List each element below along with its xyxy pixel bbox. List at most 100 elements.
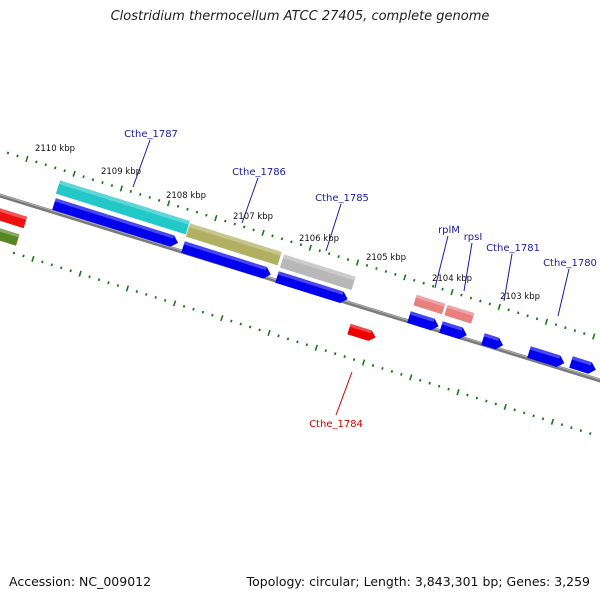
- outer-track-tick: [139, 192, 142, 196]
- feature-cthe-1784-gloss: [349, 323, 372, 334]
- inner-track-tick: [428, 381, 431, 385]
- inner-track-tick: [333, 352, 337, 356]
- gene-leader-line: [434, 235, 449, 289]
- gene-label-cthe-1784[interactable]: Cthe_1784: [309, 371, 363, 430]
- gene-leader-line: [463, 242, 473, 292]
- inner-track-tick: [135, 290, 139, 293]
- inner-track-tick: [324, 349, 327, 353]
- label-layer: Cthe_1787Cthe_1786Cthe_1785rplMrpsICthe_…: [124, 129, 597, 430]
- gene-label-cthe-1787[interactable]: Cthe_1787: [124, 129, 178, 188]
- outer-track-tick: [488, 302, 492, 306]
- outer-track-tick: [110, 184, 114, 188]
- cds-rpsi[interactable]: [439, 321, 468, 341]
- outer-track-tick: [479, 299, 482, 303]
- outer-track-tick: [233, 222, 236, 226]
- inner-track-tick: [579, 429, 583, 433]
- cds-rplm[interactable]: [407, 311, 440, 332]
- ruler-label: 2106 kbp: [299, 234, 339, 244]
- inner-track-tick: [371, 364, 375, 367]
- gene-label-rplm[interactable]: rplM: [434, 225, 460, 289]
- outer-track-tick: [101, 181, 104, 185]
- inner-track-tick: [296, 340, 299, 344]
- cds-cthe-1786-shape: [181, 241, 271, 279]
- inner-track-tick: [12, 251, 16, 255]
- cds-cthe-1785[interactable]: [275, 271, 349, 305]
- inner-track-tick: [352, 358, 356, 362]
- cds-cthe-1786[interactable]: [181, 241, 272, 280]
- inner-track-tick: [60, 266, 63, 270]
- inner-track-tick: [163, 298, 167, 302]
- outer-track-tick: [271, 234, 274, 238]
- outer-track-tick: [242, 225, 246, 229]
- gene-label-cthe-1780[interactable]: Cthe_1780: [543, 258, 597, 317]
- cds-cthe-1787-shape: [52, 198, 179, 247]
- inner-track-tick: [381, 366, 384, 370]
- inner-track-tick: [230, 319, 233, 323]
- cds-cthe-1787[interactable]: [52, 198, 180, 248]
- cds-right-edge-shape: [569, 356, 596, 374]
- gene-label-text: Cthe_1786: [232, 167, 286, 178]
- outer-track-tick: [450, 289, 454, 296]
- cds-cthe-1786-gloss: [183, 241, 267, 271]
- ruler-label: 2104 kbp: [432, 274, 472, 284]
- outer-track-tick: [25, 155, 29, 163]
- cog-block-cthe-1787-shape: [55, 180, 190, 235]
- cog-block-red-left[interactable]: [0, 206, 28, 229]
- gene-leader-line: [503, 253, 513, 302]
- outer-track-tick: [592, 333, 596, 340]
- inner-track-tick: [211, 313, 214, 317]
- ruler-label: 2105 kbp: [366, 253, 406, 263]
- cds-cthe-1781[interactable]: [481, 333, 505, 351]
- cds-right-edge-gloss: [571, 356, 592, 366]
- outer-track-tick: [280, 237, 284, 241]
- feature-cthe-1784[interactable]: [347, 323, 377, 343]
- outer-track-tick: [422, 281, 425, 285]
- feature-layer: [0, 180, 600, 383]
- inner-track-tick: [343, 355, 346, 359]
- outer-track-tick: [384, 269, 388, 273]
- outer-track-tick: [469, 296, 473, 300]
- cog-block-cthe-1787[interactable]: [55, 180, 190, 235]
- cog-block-cthe-1786[interactable]: [185, 223, 282, 266]
- outer-track-tick: [16, 154, 19, 158]
- inner-track-tick: [589, 432, 592, 436]
- outer-track-tick: [119, 185, 124, 192]
- inner-track-tick: [182, 304, 186, 308]
- cds-cthe-1780[interactable]: [527, 346, 566, 369]
- inner-track-tick: [78, 270, 82, 277]
- cog-block-cthe-1785[interactable]: [279, 254, 356, 291]
- gene-label-cthe-1781[interactable]: Cthe_1781: [486, 243, 540, 302]
- inner-track-tick: [390, 369, 394, 373]
- outer-track-tick: [394, 272, 397, 276]
- outer-track-tick: [148, 195, 151, 199]
- gene-label-text: Cthe_1781: [486, 243, 540, 254]
- gene-label-cthe-1786[interactable]: Cthe_1786: [232, 167, 286, 224]
- ruler-label: 2108 kbp: [166, 191, 206, 201]
- inner-track-tick: [513, 408, 516, 412]
- outer-track-tick: [176, 204, 180, 208]
- feature-rpsi-pink-shape: [444, 304, 475, 324]
- inner-track-tick: [258, 328, 261, 332]
- cog-block-red-left-shape: [0, 206, 28, 229]
- cog-block-green-left[interactable]: [0, 226, 20, 246]
- outer-track-tick: [431, 284, 435, 288]
- outer-track-tick: [214, 215, 218, 222]
- cds-rpsi-gloss: [441, 321, 463, 331]
- gene-label-cthe-1785[interactable]: Cthe_1785: [315, 193, 369, 252]
- cog-block-green-left-shape: [0, 226, 20, 246]
- gene-label-rpsi[interactable]: rpsI: [463, 232, 483, 292]
- outer-track-tick: [195, 210, 199, 214]
- cog-block-green-left-gloss: [0, 226, 20, 238]
- accession-text: Accession: NC_009012: [9, 574, 152, 589]
- inner-track-tick: [560, 423, 564, 427]
- cog-block-red-left-gloss: [0, 206, 28, 220]
- inner-track-tick: [400, 372, 403, 376]
- outer-track-tick: [82, 175, 85, 179]
- cog-block-cthe-1785-shape: [279, 254, 356, 291]
- feature-rplm-pink[interactable]: [413, 294, 446, 315]
- feature-rpsi-pink[interactable]: [444, 304, 475, 324]
- gene-label-text: rplM: [438, 225, 460, 236]
- cds-right-edge[interactable]: [569, 356, 597, 375]
- outer-track-tick: [252, 228, 255, 232]
